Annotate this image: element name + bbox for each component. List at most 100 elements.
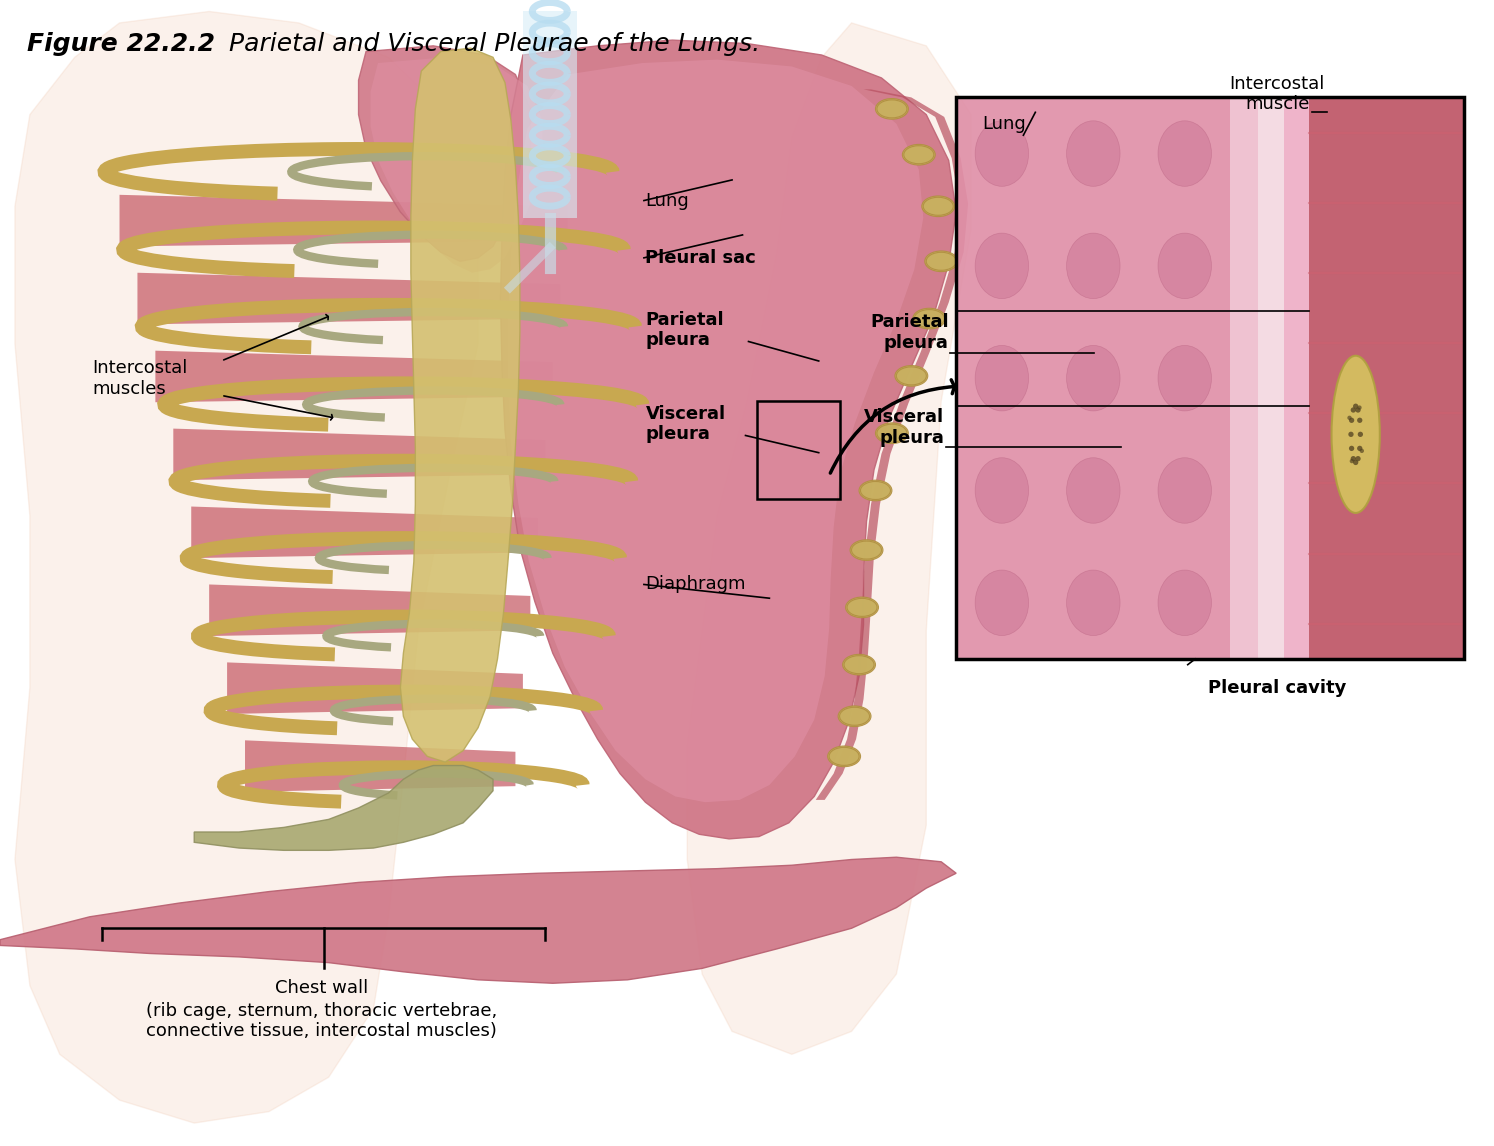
Circle shape	[1357, 417, 1363, 423]
Circle shape	[1357, 446, 1363, 452]
Polygon shape	[209, 584, 530, 636]
Polygon shape	[173, 429, 545, 480]
Bar	[1231, 97, 1258, 659]
Polygon shape	[155, 351, 553, 402]
Ellipse shape	[850, 540, 883, 560]
Text: Intercostal
muscle: Intercostal muscle	[1230, 74, 1325, 113]
Ellipse shape	[1158, 233, 1212, 299]
Ellipse shape	[895, 366, 928, 386]
Polygon shape	[508, 60, 923, 802]
Text: Lung: Lung	[982, 115, 1026, 133]
Ellipse shape	[1158, 457, 1212, 524]
Ellipse shape	[976, 457, 1029, 524]
Circle shape	[1349, 458, 1354, 463]
Ellipse shape	[923, 197, 953, 215]
Bar	[956, 97, 1464, 659]
Text: connective tissue, intercostal muscles): connective tissue, intercostal muscles)	[146, 1022, 496, 1041]
Ellipse shape	[976, 120, 1029, 187]
Circle shape	[1355, 407, 1361, 413]
Polygon shape	[245, 740, 515, 792]
Circle shape	[1349, 446, 1354, 452]
Text: Chest wall: Chest wall	[275, 979, 368, 997]
Ellipse shape	[1067, 345, 1120, 411]
Circle shape	[1348, 432, 1354, 437]
Polygon shape	[0, 857, 956, 983]
Circle shape	[1351, 456, 1357, 462]
Ellipse shape	[1158, 345, 1212, 411]
Bar	[1258, 97, 1283, 659]
Bar	[757, 401, 840, 499]
Ellipse shape	[875, 99, 908, 119]
Text: Parietal
pleura: Parietal pleura	[645, 311, 725, 350]
Polygon shape	[816, 89, 968, 800]
Ellipse shape	[877, 424, 907, 442]
Ellipse shape	[838, 706, 871, 727]
Text: (rib cage, sternum, thoracic vertebrae,: (rib cage, sternum, thoracic vertebrae,	[145, 1002, 498, 1020]
Ellipse shape	[896, 367, 926, 385]
Ellipse shape	[1067, 570, 1120, 636]
Ellipse shape	[877, 100, 907, 118]
Polygon shape	[371, 57, 542, 273]
Ellipse shape	[902, 144, 935, 165]
Circle shape	[1355, 456, 1361, 462]
Text: Lung: Lung	[645, 191, 689, 210]
Polygon shape	[137, 273, 560, 324]
Ellipse shape	[913, 308, 946, 329]
Polygon shape	[687, 23, 971, 1054]
Circle shape	[1351, 407, 1357, 413]
Polygon shape	[227, 662, 523, 714]
Ellipse shape	[844, 656, 874, 674]
Ellipse shape	[904, 146, 934, 164]
Ellipse shape	[914, 309, 944, 328]
Text: Diaphragm: Diaphragm	[645, 575, 746, 594]
Bar	[1309, 97, 1464, 659]
Circle shape	[1349, 417, 1354, 423]
Circle shape	[1358, 406, 1361, 410]
Text: Figure 22.2.2: Figure 22.2.2	[27, 32, 215, 55]
Bar	[956, 97, 1464, 659]
Ellipse shape	[852, 541, 881, 559]
Polygon shape	[359, 46, 530, 261]
Ellipse shape	[847, 598, 877, 617]
Ellipse shape	[1331, 355, 1380, 513]
Circle shape	[1354, 403, 1358, 409]
Text: Pleural cavity: Pleural cavity	[1209, 678, 1346, 697]
Polygon shape	[194, 766, 493, 850]
Polygon shape	[120, 195, 568, 246]
Text: Parietal
pleura: Parietal pleura	[870, 313, 949, 352]
Text: Pleural sac: Pleural sac	[645, 249, 756, 267]
Polygon shape	[191, 507, 538, 558]
Ellipse shape	[859, 480, 892, 501]
Polygon shape	[15, 11, 478, 1123]
Ellipse shape	[976, 345, 1029, 411]
Ellipse shape	[846, 597, 878, 618]
Ellipse shape	[861, 481, 890, 500]
Polygon shape	[400, 48, 520, 762]
Ellipse shape	[1158, 570, 1212, 636]
Bar	[1283, 97, 1309, 659]
Text: Visceral
pleura: Visceral pleura	[864, 408, 944, 447]
Polygon shape	[500, 40, 956, 839]
Ellipse shape	[843, 654, 875, 675]
Bar	[956, 97, 1231, 659]
Text: Parietal and Visceral Pleurae of the Lungs.: Parietal and Visceral Pleurae of the Lun…	[221, 32, 760, 55]
Ellipse shape	[1067, 457, 1120, 524]
Circle shape	[1354, 460, 1358, 465]
Ellipse shape	[976, 233, 1029, 299]
Ellipse shape	[875, 423, 908, 444]
Bar	[523, 11, 577, 218]
Ellipse shape	[828, 746, 861, 767]
Text: Visceral
pleura: Visceral pleura	[645, 405, 726, 444]
Ellipse shape	[840, 707, 870, 725]
Ellipse shape	[1067, 233, 1120, 299]
Text: Intercostal
muscles: Intercostal muscles	[93, 359, 188, 398]
Ellipse shape	[1158, 120, 1212, 187]
Ellipse shape	[976, 570, 1029, 636]
Ellipse shape	[925, 251, 958, 272]
Circle shape	[1358, 432, 1363, 437]
Ellipse shape	[926, 252, 956, 270]
Circle shape	[1360, 449, 1364, 453]
Ellipse shape	[922, 196, 955, 217]
Circle shape	[1348, 416, 1352, 419]
Ellipse shape	[829, 747, 859, 766]
